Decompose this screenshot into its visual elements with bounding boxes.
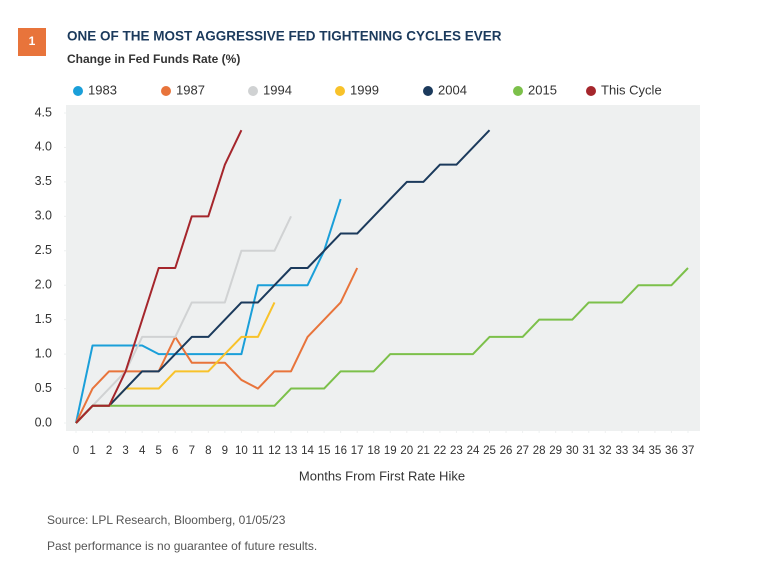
- legend-marker: [423, 86, 433, 96]
- y-tick-label: 1.5: [35, 312, 52, 326]
- chart-subtitle: Change in Fed Funds Rate (%): [67, 52, 240, 66]
- legend-label: 1987: [176, 82, 205, 97]
- x-tick-label: 37: [682, 445, 695, 457]
- series-line: [75, 129, 243, 424]
- x-tick-label: 19: [384, 445, 397, 457]
- y-tick-label: 2.0: [35, 278, 52, 292]
- x-tick-label: 35: [649, 445, 662, 457]
- x-tick-label: 13: [285, 445, 298, 457]
- y-tick-label: 4.0: [35, 140, 52, 154]
- x-tick-label: 4: [139, 445, 146, 457]
- y-tick-label: 1.0: [35, 346, 52, 360]
- legend-label: 1983: [88, 82, 117, 97]
- x-tick-label: 24: [467, 445, 480, 457]
- x-tick-label: 28: [533, 445, 546, 457]
- x-tick-label: 8: [205, 445, 211, 457]
- legend-label: 1994: [263, 82, 292, 97]
- x-tick-label: 32: [599, 445, 612, 457]
- x-tick-label: 9: [222, 445, 228, 457]
- x-tick-label: 21: [417, 445, 430, 457]
- legend-marker: [248, 86, 258, 96]
- x-tick-label: 36: [665, 445, 678, 457]
- y-tick-label: 3.0: [35, 209, 52, 223]
- chart-title: ONE OF THE MOST AGGRESSIVE FED TIGHTENIN…: [67, 29, 502, 44]
- x-tick-label: 0: [73, 445, 79, 457]
- x-tick-label: 17: [351, 445, 364, 457]
- x-tick-label: 15: [318, 445, 331, 457]
- x-tick-label: 2: [106, 445, 112, 457]
- y-tick-label: 0.0: [35, 415, 52, 429]
- y-tick-label: 2.5: [35, 243, 52, 257]
- x-axis-label: Months From First Rate Hike: [299, 468, 465, 483]
- legend-label: 2015: [528, 82, 557, 97]
- source: Source: LPL Research, Bloomberg, 01/05/2…: [47, 513, 286, 527]
- legend-marker: [335, 86, 345, 96]
- note: Past performance is no guarantee of futu…: [47, 539, 317, 553]
- x-tick-label: 1: [89, 445, 95, 457]
- x-tick-label: 3: [122, 445, 128, 457]
- badge: 1: [29, 34, 36, 48]
- x-tick-label: 30: [566, 445, 579, 457]
- x-tick-label: 12: [268, 445, 281, 457]
- legend-marker: [586, 86, 596, 96]
- y-tick-label: 4.5: [35, 105, 52, 119]
- x-tick-label: 14: [301, 445, 314, 457]
- x-tick-label: 10: [235, 445, 248, 457]
- x-tick-label: 29: [549, 445, 562, 457]
- x-tick-label: 18: [367, 445, 380, 457]
- y-tick-label: 0.5: [35, 381, 52, 395]
- x-tick-label: 16: [334, 445, 347, 457]
- series-line: [75, 129, 491, 424]
- x-tick-label: 25: [483, 445, 496, 457]
- x-tick-label: 33: [615, 445, 628, 457]
- series-line: [75, 215, 292, 424]
- x-tick-label: 31: [582, 445, 595, 457]
- legend-marker: [161, 86, 171, 96]
- legend-label: 1999: [350, 82, 379, 97]
- x-tick-label: 7: [189, 445, 195, 457]
- legend-label: 2004: [438, 82, 467, 97]
- badge-box: [18, 28, 46, 56]
- x-tick-label: 6: [172, 445, 178, 457]
- x-tick-label: 27: [516, 445, 529, 457]
- x-tick-label: 34: [632, 445, 645, 457]
- x-tick-label: 11: [252, 445, 264, 457]
- legend-label: This Cycle: [601, 82, 662, 97]
- y-tick-label: 3.5: [35, 174, 52, 188]
- legend-marker: [73, 86, 83, 96]
- x-tick-label: 26: [500, 445, 513, 457]
- x-tick-label: 5: [155, 445, 161, 457]
- legend-marker: [513, 86, 523, 96]
- x-tick-label: 22: [433, 445, 446, 457]
- series-line: [75, 198, 342, 424]
- series-line: [75, 267, 689, 424]
- x-tick-label: 20: [400, 445, 413, 457]
- x-tick-label: 23: [450, 445, 463, 457]
